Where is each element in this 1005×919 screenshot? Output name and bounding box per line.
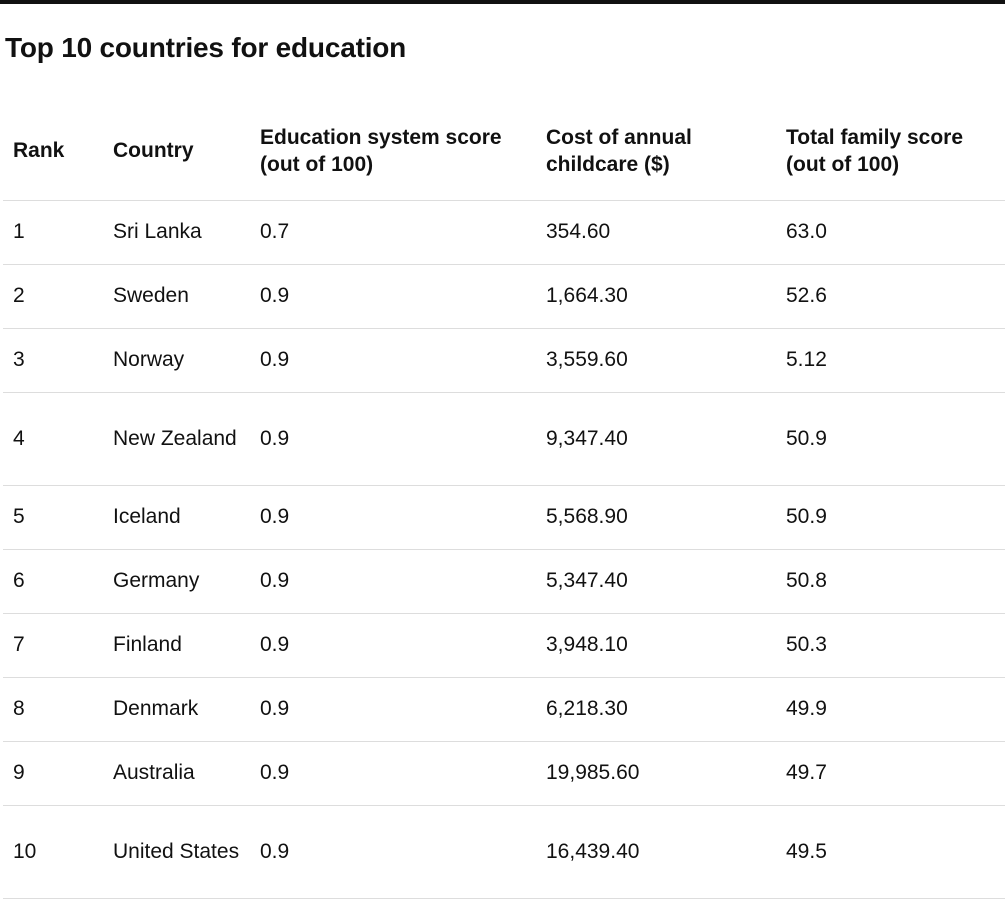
cell-childcare-cost: 19,985.60: [536, 741, 776, 806]
cell-rank: 1: [3, 200, 103, 265]
cell-total-score: 50.3: [776, 613, 1005, 678]
table-row: 1 Sri Lanka 0.7 354.60 63.0: [3, 200, 1005, 265]
cell-childcare-cost: 354.60: [536, 200, 776, 265]
header-total-family-score: Total family score (out of 100): [776, 102, 1005, 201]
cell-education-score: 0.9: [250, 328, 536, 393]
cell-education-score: 0.9: [250, 392, 536, 486]
cell-country: Sweden: [103, 264, 250, 329]
page-title: Top 10 countries for education: [5, 32, 407, 63]
cell-country: Sri Lanka: [103, 200, 250, 265]
header-education-score: Education system score (out of 100): [250, 102, 536, 201]
cell-education-score: 0.9: [250, 485, 536, 550]
cell-rank: 4: [3, 392, 103, 486]
cell-childcare-cost: 5,347.40: [536, 549, 776, 614]
table-row: 2 Sweden 0.9 1,664.30 52.6: [3, 264, 1005, 329]
cell-childcare-cost: 9,347.40: [536, 392, 776, 486]
cell-country: Norway: [103, 328, 250, 393]
cell-total-score: 49.5: [776, 805, 1005, 899]
cell-childcare-cost: 16,439.40: [536, 805, 776, 899]
cell-total-score: 50.9: [776, 485, 1005, 550]
cell-childcare-cost: 1,664.30: [536, 264, 776, 329]
table-row: 5 Iceland 0.9 5,568.90 50.9: [3, 485, 1005, 550]
cell-rank: 7: [3, 613, 103, 678]
cell-education-score: 0.7: [250, 200, 536, 265]
table-row: 6 Germany 0.9 5,347.40 50.8: [3, 549, 1005, 614]
cell-education-score: 0.9: [250, 677, 536, 742]
table-row: 8 Denmark 0.9 6,218.30 49.9: [3, 677, 1005, 742]
table-row: 10 United States 0.9 16,439.40 49.5: [3, 805, 1005, 899]
table-row: 9 Australia 0.9 19,985.60 49.7: [3, 741, 1005, 806]
cell-education-score: 0.9: [250, 264, 536, 329]
cell-education-score: 0.9: [250, 805, 536, 899]
cell-country: Germany: [103, 549, 250, 614]
cell-rank: 10: [3, 805, 103, 899]
cell-rank: 6: [3, 549, 103, 614]
table-row: 3 Norway 0.9 3,559.60 5.12: [3, 328, 1005, 393]
cell-country: Australia: [103, 741, 250, 806]
cell-rank: 3: [3, 328, 103, 393]
cell-total-score: 52.6: [776, 264, 1005, 329]
cell-rank: 9: [3, 741, 103, 806]
cell-total-score: 5.12: [776, 328, 1005, 393]
cell-rank: 2: [3, 264, 103, 329]
table-row: 4 New Zealand 0.9 9,347.40 50.9: [3, 392, 1005, 486]
cell-country: United States: [103, 805, 250, 899]
table-row: 7 Finland 0.9 3,948.10 50.3: [3, 613, 1005, 678]
cell-childcare-cost: 5,568.90: [536, 485, 776, 550]
cell-rank: 5: [3, 485, 103, 550]
cell-childcare-cost: 3,559.60: [536, 328, 776, 393]
header-country: Country: [103, 102, 250, 201]
cell-childcare-cost: 3,948.10: [536, 613, 776, 678]
cell-childcare-cost: 6,218.30: [536, 677, 776, 742]
cell-total-score: 50.9: [776, 392, 1005, 486]
header-childcare-cost: Cost of annual childcare ($): [536, 102, 776, 201]
table-header-row: Rank Country Education system score (out…: [3, 102, 1005, 201]
cell-education-score: 0.9: [250, 549, 536, 614]
cell-country: Iceland: [103, 485, 250, 550]
cell-rank: 8: [3, 677, 103, 742]
ranking-table: Rank Country Education system score (out…: [3, 102, 1005, 899]
cell-total-score: 63.0: [776, 200, 1005, 265]
cell-total-score: 49.9: [776, 677, 1005, 742]
header-rank: Rank: [3, 102, 103, 201]
cell-country: Finland: [103, 613, 250, 678]
cell-country: Denmark: [103, 677, 250, 742]
cell-education-score: 0.9: [250, 613, 536, 678]
top-rule: [0, 0, 1005, 4]
cell-total-score: 50.8: [776, 549, 1005, 614]
cell-education-score: 0.9: [250, 741, 536, 806]
cell-total-score: 49.7: [776, 741, 1005, 806]
cell-country: New Zealand: [103, 392, 250, 486]
